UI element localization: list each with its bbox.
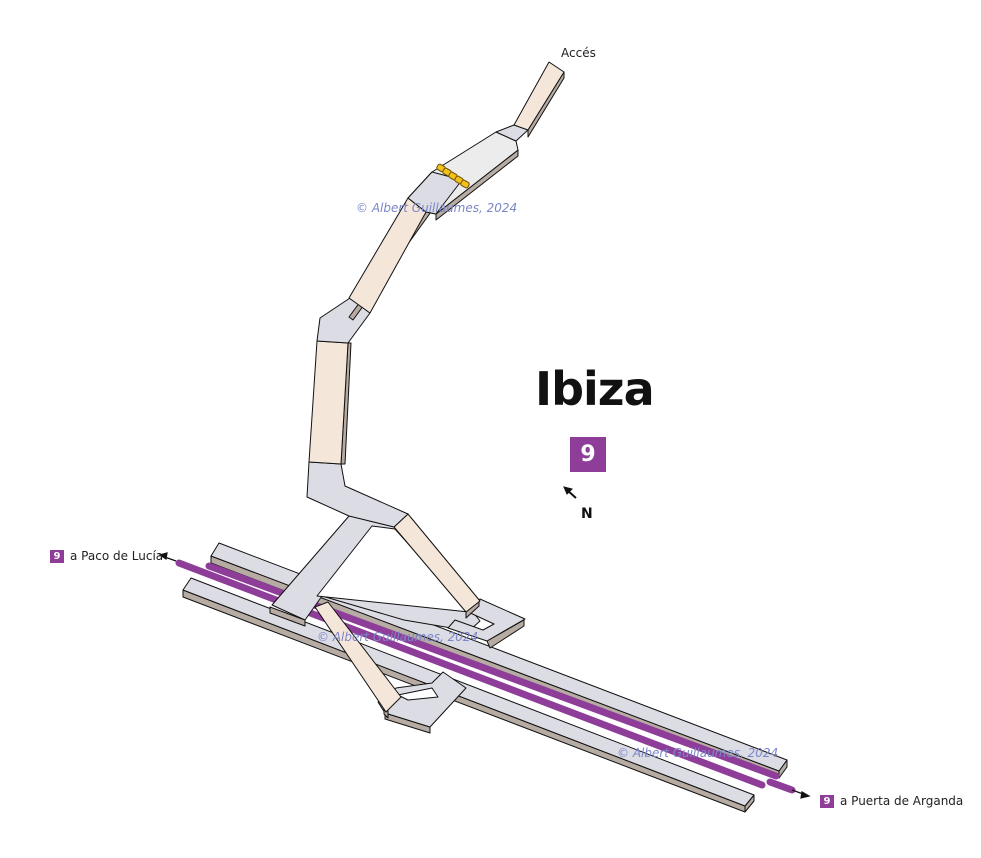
lower-vestibule (377, 671, 467, 728)
ticket-gates (436, 163, 470, 189)
corridor-bend-lower (306, 461, 409, 528)
stair-diagonal (348, 197, 427, 314)
direction-left: 9 a Paco de Lucía (50, 549, 163, 563)
vestibule-side (269, 606, 306, 627)
watermark-1: © Albert Guillaumes, 2024 (356, 201, 518, 215)
access-stair (513, 61, 565, 131)
watermark-2: © Albert Guillaumes, 2024 (317, 630, 479, 644)
platform-near (182, 577, 755, 807)
stair-long (308, 340, 349, 465)
connector-right (447, 598, 526, 642)
direction-right: 9 a Puerta de Arganda (820, 794, 963, 808)
direction-left-label: a Paco de Lucía (70, 549, 164, 563)
lower-vestibule-void (397, 687, 439, 701)
gate-5 (460, 179, 470, 189)
track-line-right-end (766, 778, 796, 794)
line-badge-left: 9 (50, 549, 64, 563)
line-badge: 9 (570, 437, 606, 472)
line-badge-right: 9 (820, 794, 834, 808)
stair-lower (314, 601, 402, 713)
station-name: Ibiza (535, 362, 655, 416)
vestibule-void (316, 525, 470, 613)
direction-arrow-left (158, 552, 177, 562)
watermark-3: © Albert Guillaumes, 2024 (617, 746, 779, 760)
north-label: N (581, 506, 593, 522)
ticket-hall-floor (407, 171, 463, 215)
north-arrow-icon (563, 486, 577, 499)
access-label: Accés (561, 46, 596, 60)
direction-arrow-right (791, 789, 811, 799)
direction-right-label: a Puerta de Arganda (840, 794, 964, 808)
